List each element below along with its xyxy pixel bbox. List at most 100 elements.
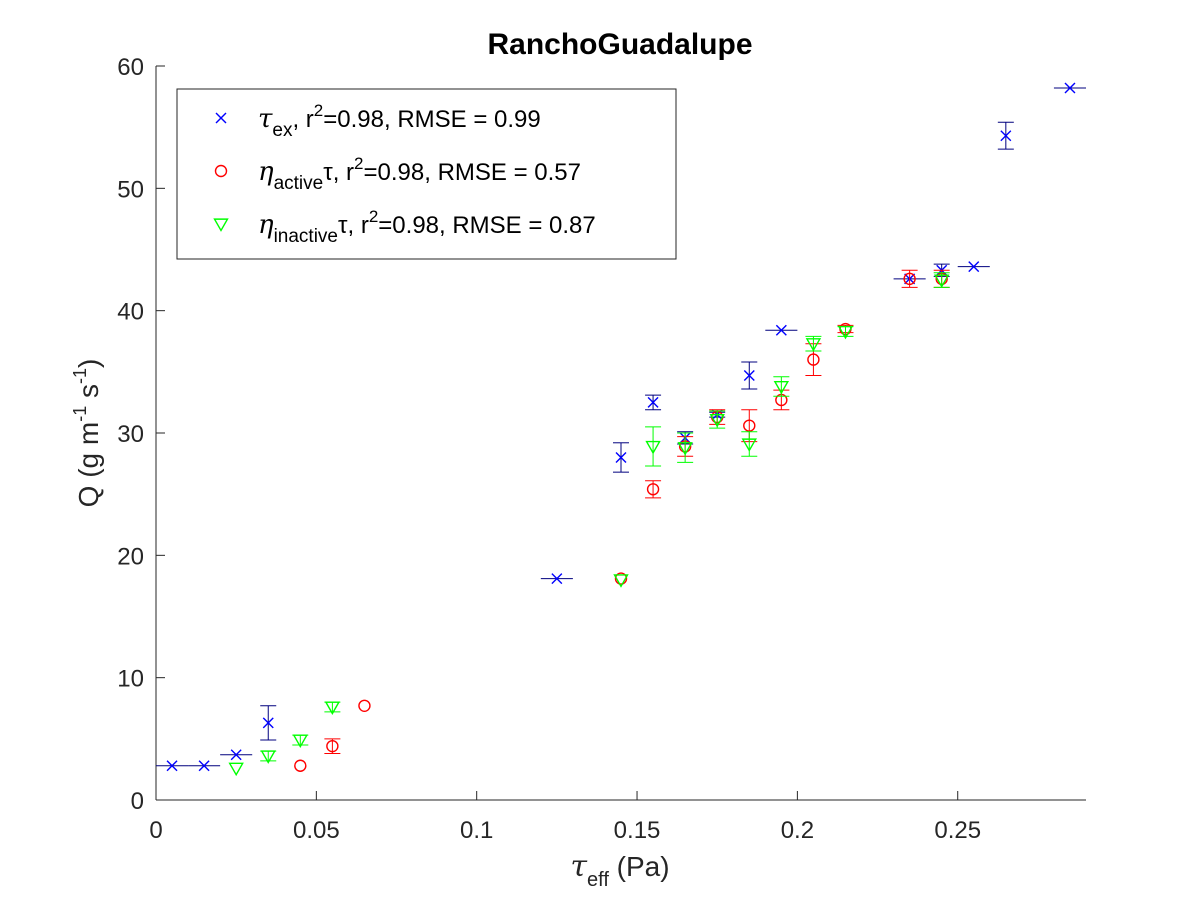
legend-marker [215, 112, 227, 124]
x-tick-label: 0 [149, 817, 162, 844]
marker-eta_active [743, 419, 756, 432]
data-point [324, 701, 341, 715]
chart-title: RanchoGuadalupe [487, 28, 752, 61]
marker-circle [807, 353, 820, 366]
marker-stroke [1064, 82, 1076, 94]
data-point [997, 121, 1014, 150]
marker-triangle [613, 574, 629, 588]
data-point [1053, 82, 1086, 94]
data-point [957, 261, 990, 273]
marker-triangle [228, 762, 244, 777]
data-point [645, 394, 662, 411]
data-point [741, 431, 758, 457]
marker-eta_inactive [677, 442, 693, 456]
marker-stroke [230, 749, 242, 761]
legend-text: τ, r [323, 159, 354, 186]
marker-triangle [773, 380, 790, 395]
marker-triangle [837, 325, 854, 340]
data-point [645, 426, 662, 467]
marker-eta_inactive [228, 762, 244, 777]
legend-subscript: ex [272, 120, 293, 141]
data-point [837, 325, 854, 340]
data-point [292, 734, 309, 748]
data-point [709, 410, 726, 429]
legend-superscript: 2 [354, 154, 363, 173]
legend-subscript: inactive [274, 226, 338, 247]
marker-eta_active [646, 483, 660, 496]
marker-stroke [166, 760, 178, 772]
legend-text: τ, r [338, 212, 369, 239]
data-point [805, 335, 822, 352]
marker-stroke [615, 451, 627, 463]
marker-eta_inactive [260, 750, 276, 764]
y-tick-label: 30 [117, 421, 144, 448]
marker-circle [214, 164, 228, 178]
marker-circle [358, 699, 371, 713]
marker-eta_active [903, 272, 916, 286]
marker-tau_ex [1000, 130, 1012, 142]
marker-triangle [805, 338, 822, 352]
data-point [228, 762, 244, 777]
marker-tau_ex [775, 324, 787, 336]
marker-triangle [260, 750, 276, 764]
marker-triangle [645, 440, 661, 455]
series-eta_inactive [228, 272, 950, 777]
legend-text: =0.98, RMSE = 0.99 [323, 106, 540, 133]
marker-tau_ex [262, 717, 274, 729]
data-point [677, 432, 694, 463]
marker-stroke [968, 261, 980, 273]
marker-circle [614, 572, 628, 585]
marker-stroke [198, 760, 210, 772]
marker-circle [326, 739, 339, 753]
x-tick-label: 0.05 [293, 817, 340, 844]
marker-circle [903, 272, 916, 286]
y-label-text: ) [73, 359, 104, 368]
marker-stroke [551, 573, 563, 585]
marker-eta_inactive [613, 574, 629, 588]
legend-marker [213, 218, 229, 232]
marker-eta_inactive [773, 380, 790, 395]
legend-box [176, 88, 677, 260]
marker-circle [743, 419, 756, 432]
y-tick-label: 60 [117, 54, 144, 81]
marker-stroke [1000, 130, 1012, 142]
legend-entry-tau_ex: τex, r2=0.98, RMSE = 0.99 [215, 101, 541, 141]
data-point [324, 738, 341, 755]
legend-label: ηinactiveτ, r2=0.98, RMSE = 0.87 [258, 207, 596, 247]
marker-eta_active [326, 739, 339, 753]
marker-stroke [743, 370, 755, 381]
legend-label: τex, r2=0.98, RMSE = 0.99 [258, 101, 541, 141]
legend-subscript: active [274, 173, 324, 194]
marker-tau_ex [230, 749, 242, 761]
data-point [614, 572, 628, 585]
data-point [540, 573, 573, 585]
marker-triangle [677, 442, 693, 456]
marker-triangle [933, 274, 950, 288]
marker-tau_ex [166, 760, 178, 772]
legend-superscript: 2 [314, 101, 323, 120]
y-label-superscript: -1 [70, 368, 90, 384]
x-tick-label: 0.15 [614, 817, 661, 844]
data-point [260, 750, 277, 764]
data-point [260, 705, 277, 741]
legend-text: =0.98, RMSE = 0.87 [378, 212, 595, 239]
marker-tau_ex [198, 760, 210, 772]
x-tick-label: 0.2 [781, 817, 814, 844]
y-label-text: Q (g m [73, 422, 104, 508]
marker-eta_active [294, 759, 307, 772]
x-tick-label: 0.25 [934, 817, 981, 844]
marker-triangle [213, 218, 229, 232]
data-point [613, 442, 629, 473]
marker-tau_ex [615, 451, 627, 463]
data-point [188, 760, 221, 772]
marker-eta_inactive [933, 274, 950, 288]
marker-triangle [709, 413, 725, 428]
marker-tau_ex [551, 573, 563, 585]
marker-triangle [292, 734, 309, 748]
x-label-unit: (Pa) [609, 851, 670, 882]
data-marks [156, 82, 1086, 777]
data-point [933, 272, 950, 288]
legend-entry-eta_inactive: ηinactiveτ, r2=0.98, RMSE = 0.87 [213, 207, 596, 247]
axes: 0 0.05 0.1 0.15 0.2 0.25 0 10 20 30 40 50 60 [117, 54, 1086, 844]
